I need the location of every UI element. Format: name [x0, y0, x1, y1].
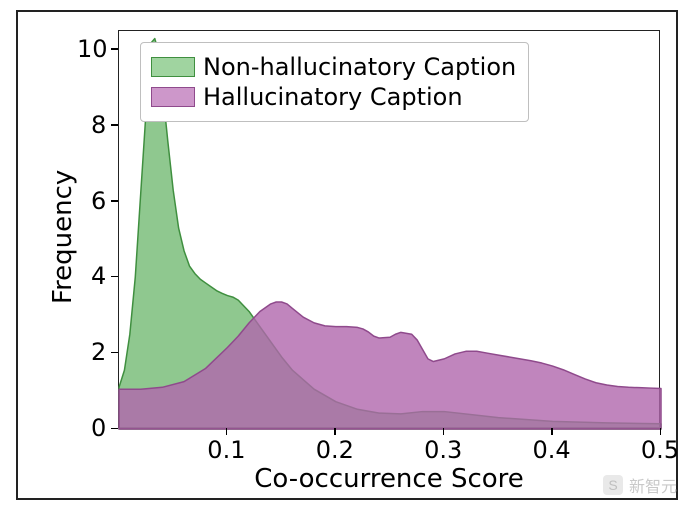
x-tick-mark	[226, 428, 228, 435]
legend-swatch	[151, 57, 195, 77]
x-tick-label: 0.2	[316, 436, 354, 464]
legend-swatch	[151, 87, 195, 107]
x-tick-mark	[443, 428, 445, 435]
y-tick-mark	[111, 428, 118, 430]
y-tick-mark	[111, 352, 118, 354]
y-tick-label: 0	[91, 414, 106, 442]
x-tick-label: 0.3	[424, 436, 462, 464]
x-axis-label: Co-occurrence Score	[118, 464, 660, 494]
x-tick-label: 0.4	[533, 436, 571, 464]
legend-label: Non-hallucinatory Caption	[203, 53, 516, 81]
y-tick-label: 2	[91, 338, 106, 366]
y-tick-mark	[111, 124, 118, 126]
x-tick-mark	[551, 428, 553, 435]
watermark: S 新智元	[603, 473, 677, 497]
y-tick-label: 6	[91, 187, 106, 215]
x-tick-mark	[334, 428, 336, 435]
legend-item: Hallucinatory Caption	[151, 83, 516, 111]
legend-item: Non-hallucinatory Caption	[151, 53, 516, 81]
y-tick-label: 4	[91, 262, 106, 290]
y-tick-label: 10	[77, 35, 108, 63]
x-tick-label: 0.1	[207, 436, 245, 464]
x-tick-mark	[660, 428, 662, 435]
legend: Non-hallucinatory CaptionHallucinatory C…	[140, 42, 529, 122]
y-tick-label: 8	[91, 111, 106, 139]
watermark-icon: S	[603, 475, 623, 495]
legend-label: Hallucinatory Caption	[203, 83, 463, 111]
y-tick-mark	[111, 276, 118, 278]
x-tick-label: 0.5	[641, 436, 679, 464]
y-tick-mark	[111, 48, 118, 50]
y-axis-label: Frequency	[48, 170, 78, 304]
watermark-text: 新智元	[629, 473, 677, 497]
y-tick-mark	[111, 200, 118, 202]
